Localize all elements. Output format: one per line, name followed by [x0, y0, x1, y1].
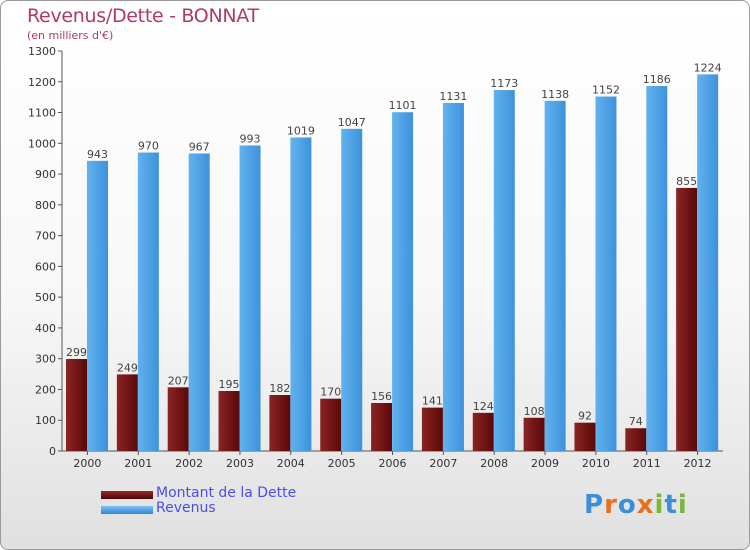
bar-revenus [544, 100, 566, 451]
bar-dette [218, 391, 240, 451]
x-tick-label: 2012 [684, 457, 712, 470]
legend-label-revenus: Revenus [156, 500, 216, 516]
y-tick-label: 1100 [28, 107, 56, 120]
x-tick-label: 2004 [277, 457, 305, 470]
bar-dette [472, 412, 494, 451]
x-tick-label: 2011 [633, 457, 661, 470]
data-label-revenus: 1019 [287, 124, 315, 137]
bar-dette [523, 417, 545, 451]
x-tick-label: 2008 [480, 457, 508, 470]
y-tick-label: 700 [35, 230, 56, 243]
legend-swatch-dette [101, 491, 153, 499]
y-tick-label: 100 [35, 414, 56, 427]
bar-revenus [341, 128, 363, 451]
x-tick-label: 2005 [328, 457, 356, 470]
bar-revenus [646, 86, 668, 452]
data-label-dette: 249 [117, 361, 138, 374]
x-tick-label: 2009 [531, 457, 559, 470]
bar-revenus [188, 153, 210, 451]
chart-subtitle: (en milliers d'€) [27, 29, 114, 42]
data-label-dette: 124 [473, 400, 494, 413]
logo-letter: x [636, 490, 655, 520]
logo-letter: i [654, 490, 665, 520]
y-tick-label: 600 [35, 260, 56, 273]
bar-revenus [697, 74, 719, 451]
proxiti-logo: Proxiti [584, 490, 688, 520]
bar-dette [676, 187, 698, 451]
bar-dette [269, 395, 291, 451]
y-tick-label: 500 [35, 291, 56, 304]
bar-dette [574, 422, 596, 451]
data-label-dette: 855 [676, 175, 697, 188]
y-tick-label: 200 [35, 383, 56, 396]
data-label-dette: 92 [578, 410, 592, 423]
bar-dette [371, 403, 393, 451]
bar-dette [66, 359, 87, 451]
x-tick-label: 2002 [175, 457, 203, 470]
data-label-dette: 195 [219, 378, 240, 391]
data-label-dette: 207 [168, 374, 189, 387]
x-tick-label: 2003 [226, 457, 254, 470]
bar-revenus [442, 103, 464, 451]
bar-dette [625, 428, 647, 451]
data-label-revenus: 967 [189, 140, 210, 153]
y-tick-label: 1000 [28, 137, 56, 150]
data-label-dette: 170 [320, 386, 341, 399]
x-tick-label: 2007 [429, 457, 457, 470]
y-tick-label: 900 [35, 168, 56, 181]
data-label-revenus: 1186 [643, 73, 671, 86]
data-label-revenus: 943 [87, 148, 108, 161]
y-tick-label: 1300 [28, 45, 56, 58]
y-tick-label: 1200 [28, 76, 56, 89]
bar-revenus [87, 160, 108, 451]
legend-swatch-revenus [101, 506, 153, 514]
data-label-dette: 182 [269, 382, 290, 395]
data-label-revenus: 1047 [338, 116, 366, 129]
data-label-revenus: 970 [138, 140, 159, 153]
logo-letter: i [677, 490, 688, 520]
data-label-revenus: 993 [240, 132, 261, 145]
chart-title: Revenus/Dette - BONNAT [27, 5, 259, 27]
y-tick-label: 0 [49, 445, 56, 458]
x-tick-label: 2001 [124, 457, 152, 470]
y-tick-label: 800 [35, 199, 56, 212]
data-label-dette: 74 [629, 415, 643, 428]
bar-revenus [239, 145, 261, 451]
logo-letter: P [584, 490, 605, 520]
data-label-revenus: 1173 [490, 77, 518, 90]
data-label-dette: 141 [422, 395, 443, 408]
bar-revenus [290, 137, 312, 451]
legend-label-dette: Montant de la Dette [156, 485, 297, 501]
data-label-dette: 299 [66, 346, 87, 359]
bar-revenus [392, 112, 414, 451]
bar-revenus [137, 152, 159, 452]
y-tick-label: 400 [35, 322, 56, 335]
y-tick-label: 300 [35, 353, 56, 366]
data-label-revenus: 1224 [694, 61, 722, 74]
bar-dette [421, 407, 443, 451]
x-tick-label: 2000 [73, 457, 101, 470]
data-label-revenus: 1131 [439, 90, 467, 103]
x-tick-label: 2010 [582, 457, 610, 470]
bar-dette [116, 374, 138, 451]
data-label-revenus: 1101 [389, 99, 417, 112]
x-tick-label: 2006 [379, 457, 407, 470]
logo-letter: t [664, 490, 678, 520]
bar-dette [167, 387, 189, 451]
bar-revenus [493, 90, 515, 452]
data-label-revenus: 1138 [541, 88, 569, 101]
data-label-dette: 108 [524, 405, 545, 418]
logo-letter: o [617, 490, 637, 520]
bar-dette [320, 398, 342, 451]
data-label-revenus: 1152 [592, 84, 620, 97]
data-label-dette: 156 [371, 390, 392, 403]
logo-letter: r [604, 490, 618, 520]
bar-revenus [595, 96, 617, 452]
